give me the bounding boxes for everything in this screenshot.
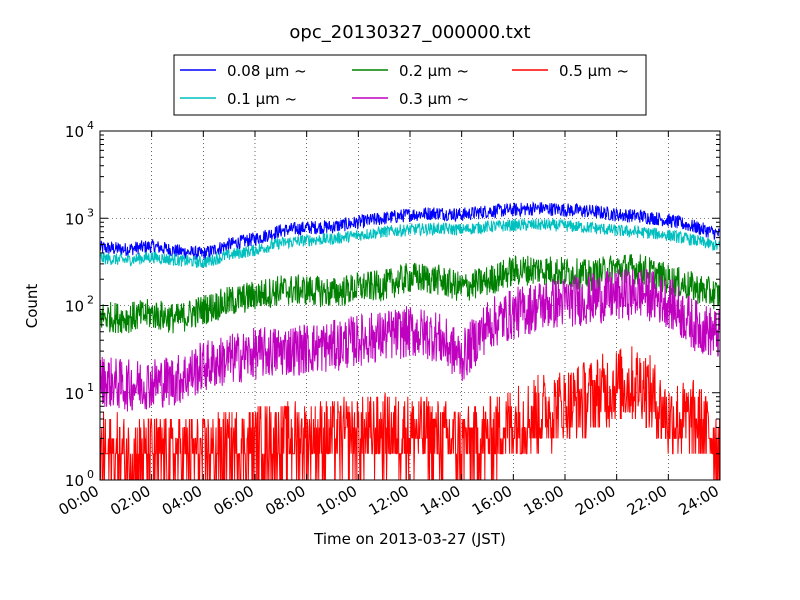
legend-label: 0.08 μm ~ (227, 62, 307, 80)
series-line (100, 268, 720, 412)
x-tick-label: 24:00 (676, 482, 722, 519)
y-tick-exponent: 4 (87, 119, 94, 132)
y-tick-exponent: 2 (87, 294, 94, 307)
y-tick-exponent: 0 (87, 468, 94, 481)
y-tick-label: 10 (65, 123, 84, 141)
x-tick-label: 12:00 (366, 482, 412, 519)
series-line (100, 254, 720, 334)
x-tick-label: 02:00 (107, 482, 153, 519)
x-tick-label: 16:00 (469, 482, 515, 519)
legend-box (173, 54, 647, 116)
y-tick-label: 10 (65, 472, 84, 490)
legend-label: 0.5 μm ~ (559, 62, 629, 80)
x-tick-label: 06:00 (211, 482, 257, 519)
x-tick-label: 08:00 (262, 482, 308, 519)
legend-label: 0.2 μm ~ (399, 62, 469, 80)
y-tick-exponent: 1 (87, 381, 94, 394)
y-tick-label: 10 (65, 298, 84, 316)
x-tick-label: 10:00 (314, 482, 360, 519)
x-tick-label: 18:00 (521, 482, 567, 519)
series-line (100, 346, 720, 480)
series-lines (100, 201, 720, 480)
x-tick-label: 04:00 (159, 482, 205, 519)
x-axis-label: Time on 2013-03-27 (JST) (313, 530, 506, 548)
legend-label: 0.1 μm ~ (227, 90, 297, 108)
x-tick-label: 22:00 (624, 482, 670, 519)
legend-label: 0.3 μm ~ (399, 90, 469, 108)
x-tick-label: 14:00 (417, 482, 463, 519)
legend: 0.08 μm ~ 0.1 μm ~ 0.2 μm ~ 0.3 μm ~ 0.5 μm … (173, 54, 647, 116)
y-tick-exponent: 3 (87, 206, 94, 219)
series-line (100, 201, 720, 260)
chart-title: opc_20130327_000000.txt (289, 22, 530, 43)
x-tick-label: 20:00 (572, 482, 618, 519)
y-tick-label: 10 (65, 385, 84, 403)
y-axis-label: Count (23, 284, 41, 329)
series-line (100, 218, 720, 268)
y-tick-label: 10 (65, 210, 84, 228)
